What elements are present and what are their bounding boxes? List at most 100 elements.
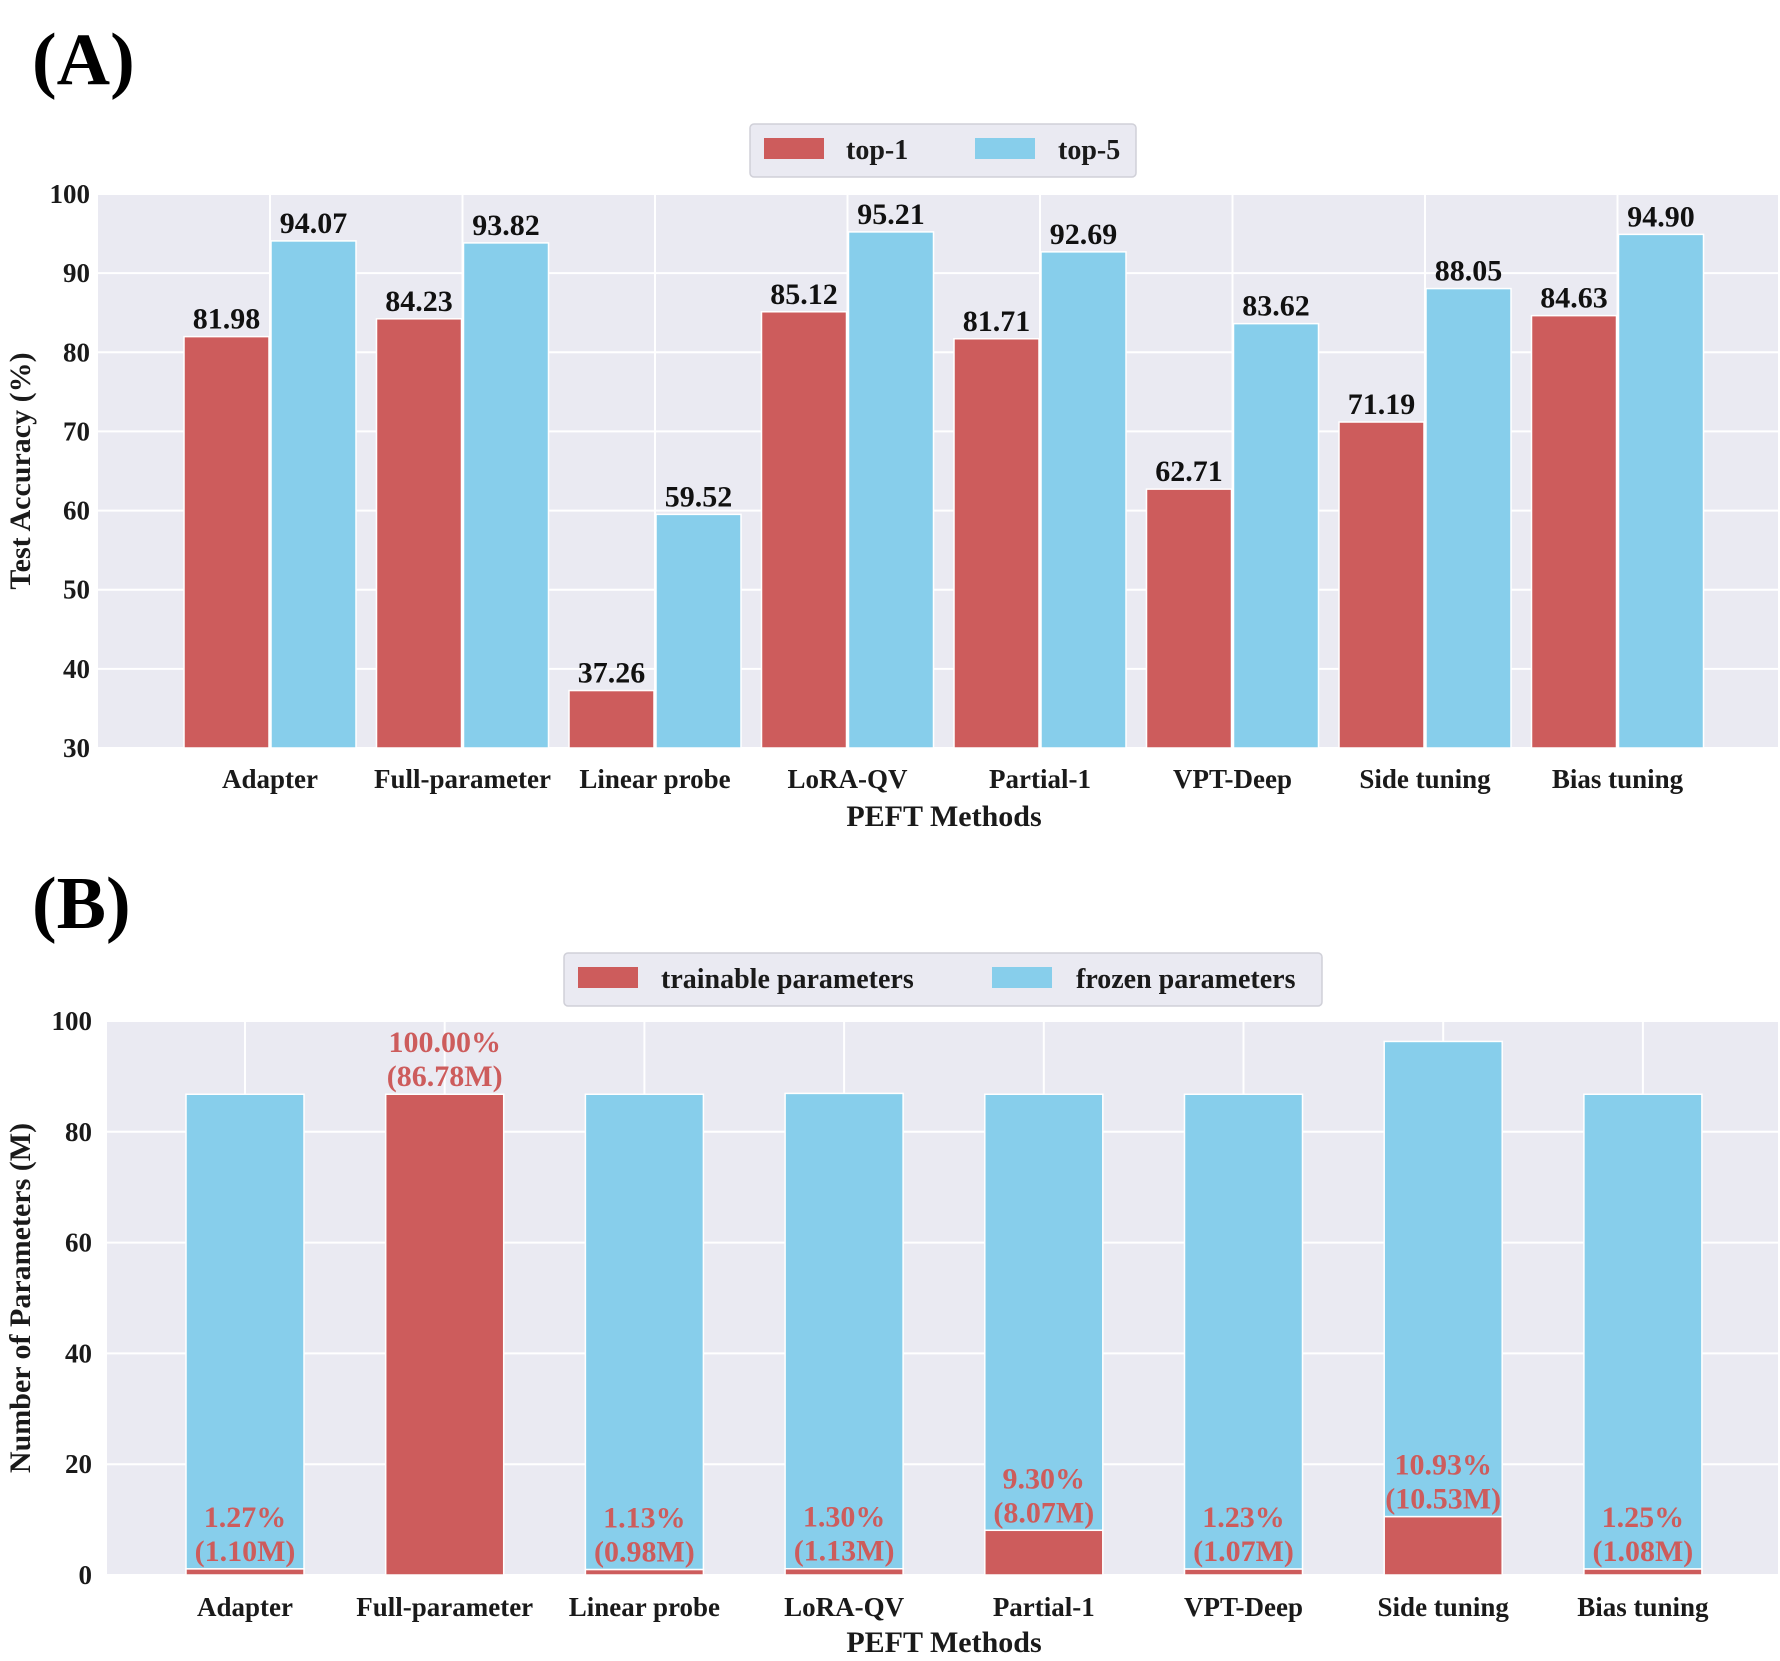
data-label-a: 84.23 bbox=[385, 285, 453, 318]
bar-top1 bbox=[760, 311, 848, 749]
x-axis-title-a: PEFT Methods bbox=[846, 800, 1041, 833]
x-tick-label-b: Bias tuning bbox=[1577, 1592, 1709, 1622]
x-tick-label-b: Full-parameter bbox=[356, 1592, 533, 1622]
data-label-a: 71.19 bbox=[1348, 388, 1416, 421]
data-label-a: 95.21 bbox=[857, 198, 925, 231]
x-axis-title-b: PEFT Methods bbox=[846, 1626, 1041, 1659]
bar-top5 bbox=[270, 240, 357, 749]
annotation-abs: (8.07M) bbox=[993, 1496, 1094, 1529]
data-label-a: 85.12 bbox=[770, 278, 838, 311]
bar-top5 bbox=[1232, 322, 1320, 749]
y-axis-title-b: Number of Parameters (M) bbox=[4, 1123, 37, 1473]
annotation-abs: (1.07M) bbox=[1193, 1535, 1294, 1568]
y-tick-label-a: 70 bbox=[63, 416, 90, 446]
x-tick-label-a: Adapter bbox=[222, 764, 318, 794]
legend-swatch-frozen bbox=[992, 967, 1052, 988]
y-tick-label-b: 0 bbox=[79, 1560, 93, 1590]
x-tick-label-a: LoRA-QV bbox=[788, 764, 908, 794]
bar-top5 bbox=[1040, 251, 1127, 749]
data-label-a: 94.07 bbox=[280, 207, 348, 240]
y-tick-label-a: 80 bbox=[63, 337, 90, 367]
bar-top5 bbox=[462, 242, 550, 749]
x-tick-label-a: Side tuning bbox=[1359, 764, 1491, 794]
bar-top1 bbox=[1530, 314, 1618, 749]
y-tick-label-b: 80 bbox=[65, 1117, 92, 1147]
y-tick-label-a: 30 bbox=[63, 733, 90, 763]
x-tick-label-b: LoRA-QV bbox=[784, 1592, 904, 1622]
legend-box-b bbox=[563, 952, 1323, 1007]
y-tick-label-b: 40 bbox=[65, 1338, 92, 1368]
data-label-a: 59.52 bbox=[665, 480, 733, 513]
annotation-abs: (1.08M) bbox=[1593, 1535, 1694, 1568]
legend-a bbox=[749, 123, 1137, 178]
bar-top5 bbox=[1425, 287, 1512, 749]
x-tick-label-a: Bias tuning bbox=[1552, 764, 1684, 794]
data-label-a: 37.26 bbox=[578, 657, 646, 690]
bar-trainable bbox=[185, 1568, 305, 1576]
y-tick-label-a: 60 bbox=[63, 496, 90, 526]
data-label-a: 83.62 bbox=[1242, 290, 1310, 323]
bar-trainable bbox=[1583, 1568, 1703, 1576]
annotation-pct: 1.25% bbox=[1602, 1501, 1685, 1534]
data-label-a: 84.63 bbox=[1540, 282, 1608, 315]
y-tick-label-b: 60 bbox=[65, 1228, 92, 1258]
annotation-pct: 1.27% bbox=[204, 1501, 287, 1534]
panel-a-label: (A) bbox=[32, 19, 135, 101]
x-tick-label-b: Linear probe bbox=[569, 1592, 720, 1622]
annotation-abs: (10.53M) bbox=[1385, 1483, 1501, 1516]
bar-top1 bbox=[1145, 488, 1233, 749]
data-label-a: 81.71 bbox=[963, 305, 1031, 338]
y-tick-label-a: 40 bbox=[63, 654, 90, 684]
y-tick-label-b: 100 bbox=[52, 1006, 93, 1036]
x-tick-label-b: Side tuning bbox=[1378, 1592, 1510, 1622]
bar-top1 bbox=[375, 318, 463, 749]
annotation-pct: 10.93% bbox=[1394, 1449, 1492, 1482]
legend-label-trainable: trainable parameters bbox=[661, 964, 914, 995]
data-label-a: 94.90 bbox=[1627, 200, 1695, 233]
panel-b-label: (B) bbox=[32, 863, 131, 945]
annotation-abs: (1.13M) bbox=[794, 1535, 895, 1568]
legend-b bbox=[563, 952, 1323, 1007]
x-tick-label-b: VPT-Deep bbox=[1184, 1592, 1303, 1622]
bar-top5 bbox=[847, 231, 935, 749]
legend-label-top5: top-5 bbox=[1058, 135, 1120, 166]
data-label-a: 93.82 bbox=[472, 209, 540, 242]
plot-area-b bbox=[107, 1021, 1778, 1575]
bar-top1 bbox=[183, 335, 270, 749]
bar-top1 bbox=[568, 689, 655, 749]
bar-frozen bbox=[1583, 1093, 1703, 1570]
annotation-abs: (0.98M) bbox=[594, 1536, 695, 1569]
bar-frozen bbox=[1383, 1040, 1503, 1518]
y-tick-label-a: 50 bbox=[63, 575, 90, 605]
annotation-abs: (1.10M) bbox=[195, 1535, 296, 1568]
legend-box-a bbox=[749, 123, 1137, 178]
bar-top1 bbox=[953, 338, 1040, 749]
legend-label-frozen: frozen parameters bbox=[1076, 964, 1296, 995]
x-tick-label-a: Partial-1 bbox=[989, 764, 1091, 794]
legend-swatch-top1 bbox=[764, 138, 824, 159]
bar-frozen bbox=[185, 1093, 305, 1570]
annotation-pct: 1.23% bbox=[1202, 1501, 1285, 1534]
annotation-pct: 1.30% bbox=[803, 1501, 886, 1534]
y-tick-label-b: 20 bbox=[65, 1449, 92, 1479]
bar-top5 bbox=[1617, 233, 1705, 749]
legend-label-top1: top-1 bbox=[846, 135, 908, 166]
x-tick-label-b: Adapter bbox=[197, 1592, 293, 1622]
data-label-a: 62.71 bbox=[1155, 455, 1223, 488]
bar-trainable bbox=[384, 1093, 505, 1576]
bar-top1 bbox=[1338, 421, 1425, 749]
x-tick-label-a: Full-parameter bbox=[374, 764, 551, 794]
y-tick-label-a: 90 bbox=[63, 258, 90, 288]
legend-swatch-trainable bbox=[578, 967, 638, 988]
annotation-pct: 100.00% bbox=[388, 1026, 501, 1059]
bar-frozen bbox=[1183, 1093, 1304, 1570]
bar-frozen bbox=[984, 1093, 1104, 1532]
data-label-a: 88.05 bbox=[1435, 255, 1503, 288]
bar-trainable bbox=[1183, 1568, 1304, 1576]
x-tick-label-a: VPT-Deep bbox=[1173, 764, 1292, 794]
data-label-a: 81.98 bbox=[193, 303, 261, 336]
annotation-abs: (86.78M) bbox=[387, 1060, 503, 1093]
data-label-a: 92.69 bbox=[1050, 218, 1118, 251]
y-tick-label-a: 100 bbox=[50, 179, 91, 209]
